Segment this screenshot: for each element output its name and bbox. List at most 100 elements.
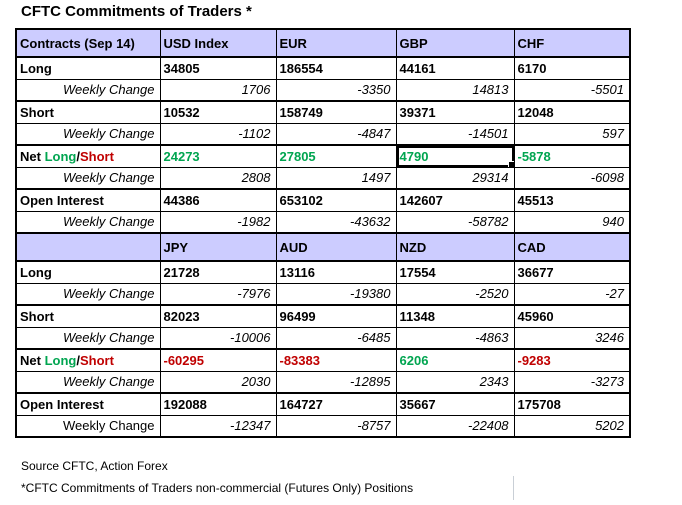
row-label-weekly-change[interactable]: Weekly Change xyxy=(15,370,161,394)
value-cell[interactable]: 10532 xyxy=(159,100,277,124)
value-cell[interactable]: 158749 xyxy=(275,100,397,124)
weekly-change-cell[interactable]: -14501 xyxy=(395,122,515,146)
value-cell[interactable]: -83383 xyxy=(275,348,397,372)
net-label-part-: / xyxy=(76,148,80,164)
fill-handle[interactable] xyxy=(507,160,513,166)
value-cell[interactable]: -5878 xyxy=(513,144,631,168)
value-cell[interactable]: 653102 xyxy=(275,188,397,212)
row-label-long[interactable]: Long xyxy=(15,56,161,80)
weekly-change-cell[interactable]: -6485 xyxy=(275,326,397,350)
row-label-net-long-short[interactable]: Net Long/Short xyxy=(15,348,161,372)
weekly-change-cell[interactable]: -22408 xyxy=(395,414,515,438)
value-cell[interactable]: -9283 xyxy=(513,348,631,372)
value-cell[interactable]: 24273 xyxy=(159,144,277,168)
weekly-change-cell[interactable]: -12347 xyxy=(159,414,277,438)
header-cell-nzd[interactable]: NZD xyxy=(395,232,515,262)
weekly-change-cell[interactable]: 940 xyxy=(513,210,631,234)
value-cell[interactable]: 6206 xyxy=(395,348,515,372)
net-label-part-short: Short xyxy=(79,148,114,164)
row-label-weekly-change[interactable]: Weekly Change xyxy=(15,166,161,190)
header-cell-usd-index[interactable]: USD Index xyxy=(159,28,277,58)
row-label-weekly-change[interactable]: Weekly Change xyxy=(15,414,161,438)
row-label-open-interest[interactable]: Open Interest xyxy=(15,392,161,416)
value-cell[interactable]: 164727 xyxy=(275,392,397,416)
weekly-change-cell[interactable]: -5501 xyxy=(513,78,631,102)
value-cell[interactable]: 27805 xyxy=(275,144,397,168)
value-cell[interactable]: 6170 xyxy=(513,56,631,80)
value-cell[interactable]: 45960 xyxy=(513,304,631,328)
value-cell[interactable]: 36677 xyxy=(513,260,631,284)
page-title: CFTC Commitments of Traders * xyxy=(21,3,252,20)
row-label-long[interactable]: Long xyxy=(15,260,161,284)
value-cell[interactable]: 39371 xyxy=(395,100,515,124)
value-cell[interactable]: 13116 xyxy=(275,260,397,284)
header-cell-contracts-sep-14[interactable]: Contracts (Sep 14) xyxy=(15,28,161,58)
weekly-change-cell[interactable]: -3350 xyxy=(275,78,397,102)
weekly-change-cell[interactable]: 29314 xyxy=(395,166,515,190)
weekly-change-cell[interactable]: -19380 xyxy=(275,282,397,306)
weekly-change-cell[interactable]: -8757 xyxy=(275,414,397,438)
value-cell[interactable]: 44161 xyxy=(395,56,515,80)
value-cell[interactable]: 175708 xyxy=(513,392,631,416)
header-row-1: JPY AUD NZD CAD xyxy=(15,232,631,262)
header-cell-eur[interactable]: EUR xyxy=(275,28,397,58)
value-cell[interactable]: 17554 xyxy=(395,260,515,284)
weekly-change-cell[interactable]: 5202 xyxy=(513,414,631,438)
value-cell[interactable]: 45513 xyxy=(513,188,631,212)
weekly-change-cell[interactable]: -3273 xyxy=(513,370,631,394)
weekly-change-cell[interactable]: 2030 xyxy=(159,370,277,394)
header-cell-cad[interactable]: CAD xyxy=(513,232,631,262)
value-cell[interactable]: 34805 xyxy=(159,56,277,80)
weekly-change-cell[interactable]: -12895 xyxy=(275,370,397,394)
row-label-weekly-change[interactable]: Weekly Change xyxy=(15,210,161,234)
selected-cell[interactable]: 4790 xyxy=(395,144,515,168)
header-cell-chf[interactable]: CHF xyxy=(513,28,631,58)
weekly-change-cell[interactable]: 1706 xyxy=(159,78,277,102)
value-cell[interactable]: 12048 xyxy=(513,100,631,124)
weekly-change-cell[interactable]: -43632 xyxy=(275,210,397,234)
value-cell[interactable]: 82023 xyxy=(159,304,277,328)
row-label-weekly-change[interactable]: Weekly Change xyxy=(15,326,161,350)
value-cell[interactable]: 142607 xyxy=(395,188,515,212)
weekly-change-cell[interactable]: -1102 xyxy=(159,122,277,146)
header-cell-blank[interactable] xyxy=(15,232,161,262)
row-label-short[interactable]: Short xyxy=(15,100,161,124)
weekly-change-cell[interactable]: 2343 xyxy=(395,370,515,394)
row-label-open-interest[interactable]: Open Interest xyxy=(15,188,161,212)
weekly-change-cell[interactable]: -58782 xyxy=(395,210,515,234)
weekly-change-cell[interactable]: 597 xyxy=(513,122,631,146)
weekly-change-cell[interactable]: -27 xyxy=(513,282,631,306)
value-cell[interactable]: 21728 xyxy=(159,260,277,284)
weekly-change-cell[interactable]: 2808 xyxy=(159,166,277,190)
weekly-change-cell[interactable]: -6098 xyxy=(513,166,631,190)
weekly-change-cell[interactable]: 1497 xyxy=(275,166,397,190)
weekly-change-cell[interactable]: -7976 xyxy=(159,282,277,306)
header-cell-aud[interactable]: AUD xyxy=(275,232,397,262)
row-label-net-long-short[interactable]: Net Long/Short xyxy=(15,144,161,168)
value-cell[interactable]: 35667 xyxy=(395,392,515,416)
weekly-change-cell[interactable]: -4863 xyxy=(395,326,515,350)
row-label-short[interactable]: Short xyxy=(15,304,161,328)
value-cell[interactable]: 192088 xyxy=(159,392,277,416)
cot-table-body: Contracts (Sep 14) USD Index EUR GBP CHF Long… xyxy=(15,28,631,438)
weekly-change-cell[interactable]: -2520 xyxy=(395,282,515,306)
selection-border xyxy=(397,147,513,166)
value-cell[interactable]: 96499 xyxy=(275,304,397,328)
weekly-change-cell[interactable]: 14813 xyxy=(395,78,515,102)
weekly-change-cell[interactable]: -10006 xyxy=(159,326,277,350)
row-label-weekly-change[interactable]: Weekly Change xyxy=(15,122,161,146)
weekly-change-cell[interactable]: -1982 xyxy=(159,210,277,234)
table-row-open-interest: Open Interest 44386 653102 142607 45513 xyxy=(15,188,631,212)
row-label-weekly-change[interactable]: Weekly Change xyxy=(15,78,161,102)
net-label-part-: / xyxy=(76,352,80,368)
weekly-change-cell[interactable]: -4847 xyxy=(275,122,397,146)
value-cell[interactable]: 11348 xyxy=(395,304,515,328)
value-cell[interactable]: -60295 xyxy=(159,348,277,372)
value-cell[interactable]: 44386 xyxy=(159,188,277,212)
header-cell-jpy[interactable]: JPY xyxy=(159,232,277,262)
row-label-weekly-change[interactable]: Weekly Change xyxy=(15,282,161,306)
weekly-change-cell[interactable]: 3246 xyxy=(513,326,631,350)
header-cell-gbp[interactable]: GBP xyxy=(395,28,515,58)
value-cell[interactable]: 186554 xyxy=(275,56,397,80)
net-label-part-short: Short xyxy=(79,352,114,368)
